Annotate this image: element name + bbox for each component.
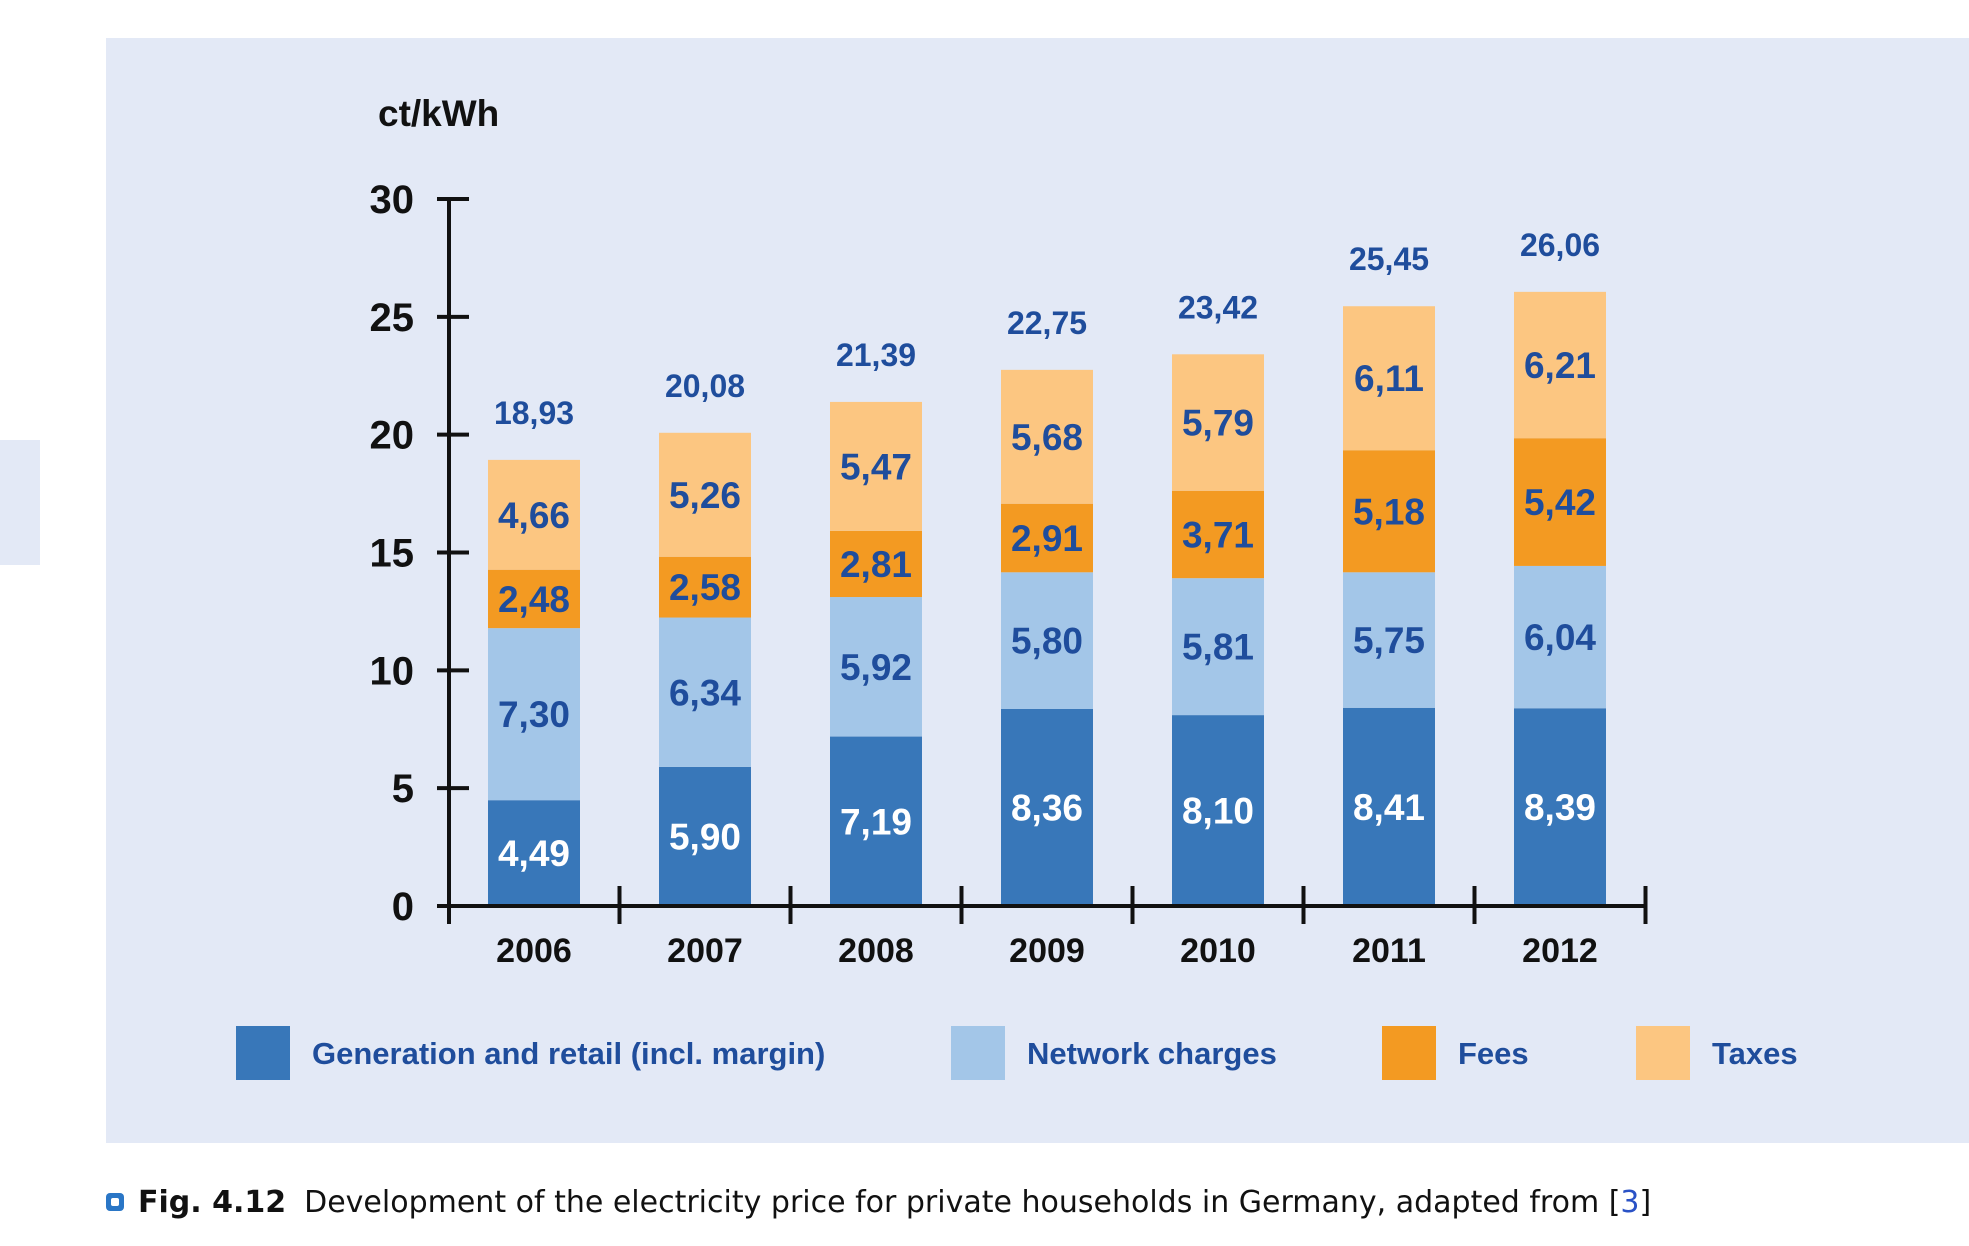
data-label-4-2011: 6,11 bbox=[1354, 358, 1424, 399]
bar-segment-2-2009 bbox=[1001, 572, 1093, 709]
data-label-1-2009: 8,36 bbox=[1011, 787, 1083, 828]
data-label-3-2009: 2,91 bbox=[1011, 518, 1083, 559]
bar-segment-2-2012 bbox=[1514, 565, 1606, 709]
x-tick-label-2006: 2006 bbox=[496, 932, 572, 970]
caption-close-bracket: ] bbox=[1639, 1184, 1652, 1220]
y-tick-label-25: 25 bbox=[370, 296, 415, 340]
bar-segment-1-2007 bbox=[659, 766, 751, 906]
bar-segment-2-2006 bbox=[488, 628, 580, 801]
data-label-1-2010: 8,10 bbox=[1182, 791, 1254, 832]
data-label-2-2012: 6,04 bbox=[1524, 617, 1596, 658]
bar-segment-1-2008 bbox=[830, 736, 922, 906]
data-label-2-2006: 7,30 bbox=[498, 694, 570, 735]
bar-segment-3-2006 bbox=[488, 569, 580, 629]
stacked-bar-chart: ct/kWh 4,49 7,30 2,48 4,66 18,93 5,90 6,34 2,58 5… bbox=[236, 93, 1798, 1080]
chart-panel: ct/kWh 4,49 7,30 2,48 4,66 18,93 5,90 6,34 2,58 5… bbox=[106, 38, 1969, 1143]
bar-segment-4-2009 bbox=[1001, 369, 1093, 504]
total-label-2007: 20,08 bbox=[665, 368, 745, 404]
y-tick-label-15: 15 bbox=[370, 532, 415, 576]
x-tick-label-2007: 2007 bbox=[667, 932, 743, 970]
bar-segment-3-2012 bbox=[1514, 438, 1606, 566]
bar-segment-2-2011 bbox=[1343, 572, 1435, 708]
bar-segment-1-2011 bbox=[1343, 707, 1435, 906]
total-label-2008: 21,39 bbox=[836, 337, 916, 373]
bar-segment-1-2012 bbox=[1514, 708, 1606, 906]
data-label-4-2008: 5,47 bbox=[840, 446, 912, 487]
bar-segment-3-2011 bbox=[1343, 450, 1435, 573]
total-label-2011: 25,45 bbox=[1349, 241, 1429, 277]
bar-segment-3-2007 bbox=[659, 556, 751, 618]
y-axis-label: ct/kWh bbox=[378, 93, 499, 134]
legend-swatch-2 bbox=[951, 1026, 1005, 1080]
x-tick-label-2011: 2011 bbox=[1352, 932, 1426, 970]
data-label-4-2012: 6,21 bbox=[1524, 345, 1596, 386]
y-tick-label-10: 10 bbox=[370, 649, 415, 693]
total-label-2010: 23,42 bbox=[1178, 289, 1258, 325]
data-label-1-2008: 7,19 bbox=[840, 801, 912, 842]
bar-segment-1-2010 bbox=[1172, 715, 1264, 906]
y-tick-label-0: 0 bbox=[392, 885, 414, 929]
data-label-4-2007: 5,26 bbox=[669, 475, 741, 516]
total-label-2012: 26,06 bbox=[1520, 227, 1600, 263]
legend-label-2: Network charges bbox=[1027, 1036, 1277, 1071]
data-label-4-2009: 5,68 bbox=[1011, 417, 1083, 458]
legend-swatch-4 bbox=[1636, 1026, 1690, 1080]
x-tick-label-2008: 2008 bbox=[838, 932, 914, 970]
legend-swatch-1 bbox=[236, 1026, 290, 1080]
y-tick-label-30: 30 bbox=[370, 178, 415, 222]
bar-segment-1-2006 bbox=[488, 800, 580, 906]
bar-segment-3-2010 bbox=[1172, 490, 1264, 579]
data-label-1-2006: 4,49 bbox=[498, 833, 570, 874]
x-tick-label-2009: 2009 bbox=[1009, 932, 1085, 970]
bar-segment-3-2008 bbox=[830, 530, 922, 598]
bar-segment-4-2007 bbox=[659, 432, 751, 557]
caption-bullet-icon bbox=[106, 1193, 124, 1211]
data-label-3-2007: 2,58 bbox=[669, 567, 741, 608]
bar-segment-4-2012 bbox=[1514, 291, 1606, 439]
data-label-2-2007: 6,34 bbox=[669, 672, 741, 713]
caption-text: Development of the electricity price for… bbox=[304, 1184, 1621, 1220]
data-label-3-2012: 5,42 bbox=[1524, 482, 1596, 523]
x-tick-label-2012: 2012 bbox=[1522, 932, 1598, 970]
data-label-1-2011: 8,41 bbox=[1353, 787, 1425, 828]
side-tab bbox=[0, 440, 40, 565]
x-tick-label-2010: 2010 bbox=[1180, 932, 1256, 970]
y-tick-label-20: 20 bbox=[370, 414, 415, 458]
legend-swatch-3 bbox=[1382, 1026, 1436, 1080]
data-label-2-2009: 5,80 bbox=[1011, 621, 1083, 662]
data-label-3-2006: 2,48 bbox=[498, 579, 570, 620]
bar-segment-2-2007 bbox=[659, 617, 751, 767]
y-tick-label-5: 5 bbox=[392, 767, 414, 811]
caption-reference-link[interactable]: 3 bbox=[1620, 1184, 1640, 1220]
bar-segment-4-2008 bbox=[830, 401, 922, 531]
total-label-2006: 18,93 bbox=[494, 395, 574, 431]
legend-label-4: Taxes bbox=[1712, 1036, 1798, 1071]
data-label-2-2010: 5,81 bbox=[1182, 627, 1254, 668]
data-label-3-2011: 5,18 bbox=[1353, 491, 1425, 532]
data-label-1-2007: 5,90 bbox=[669, 816, 741, 857]
data-label-1-2012: 8,39 bbox=[1524, 787, 1596, 828]
legend-label-1: Generation and retail (incl. margin) bbox=[312, 1036, 825, 1071]
bar-segment-3-2009 bbox=[1001, 503, 1093, 573]
data-label-2-2008: 5,92 bbox=[840, 647, 912, 688]
figure-caption: Fig. 4.12 Development of the electricity… bbox=[106, 1182, 1651, 1222]
data-label-3-2008: 2,81 bbox=[840, 544, 912, 585]
total-label-2009: 22,75 bbox=[1007, 305, 1087, 341]
data-label-4-2006: 4,66 bbox=[498, 495, 570, 536]
bar-segment-4-2011 bbox=[1343, 306, 1435, 451]
bar-segment-4-2006 bbox=[488, 459, 580, 570]
bar-segment-1-2009 bbox=[1001, 708, 1093, 906]
bar-segment-2-2010 bbox=[1172, 578, 1264, 716]
legend-label-3: Fees bbox=[1458, 1036, 1529, 1071]
data-label-2-2011: 5,75 bbox=[1353, 620, 1425, 661]
bar-segment-2-2008 bbox=[830, 597, 922, 737]
caption-label: Fig. 4.12 bbox=[138, 1184, 287, 1220]
bar-segment-4-2010 bbox=[1172, 354, 1264, 491]
data-label-4-2010: 5,79 bbox=[1182, 403, 1254, 444]
data-label-3-2010: 3,71 bbox=[1182, 514, 1254, 555]
